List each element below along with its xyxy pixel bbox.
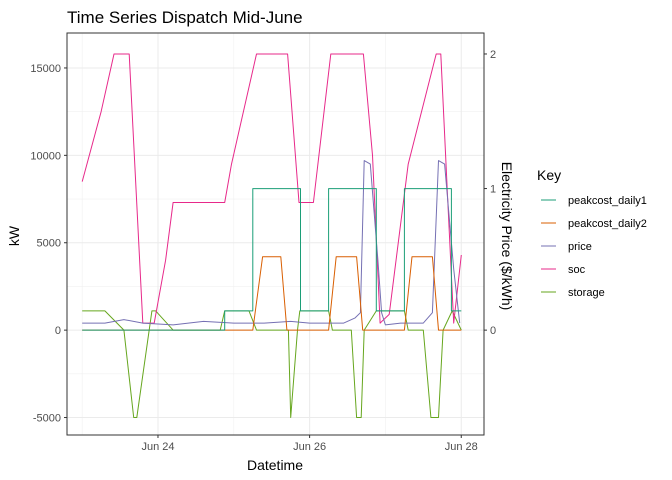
axes: Jun 24 Jun 26 Jun 28 -5000 0 5000 10000 15000 0 1… bbox=[30, 49, 496, 453]
legend-label: peakcost_daily1 bbox=[568, 195, 647, 207]
y-tick-label: 15000 bbox=[30, 63, 61, 75]
x-tick-label: Jun 28 bbox=[445, 441, 478, 453]
legend-label: storage bbox=[568, 287, 605, 299]
y2-tick-label: 2 bbox=[490, 49, 496, 61]
legend-label: price bbox=[568, 241, 592, 253]
legend-label: soc bbox=[568, 264, 586, 276]
y2-tick-label: 0 bbox=[490, 325, 496, 337]
x-tick-label: Jun 24 bbox=[141, 441, 174, 453]
series-line-price bbox=[82, 160, 461, 326]
y-axis-label: kW bbox=[6, 225, 22, 246]
y-tick-label: -5000 bbox=[33, 413, 61, 425]
chart-title: Time Series Dispatch Mid-June bbox=[67, 8, 303, 27]
series-line-peakcost_daily1 bbox=[82, 188, 462, 331]
y-tick-label: 10000 bbox=[30, 150, 61, 162]
legend-label: peakcost_daily2 bbox=[568, 218, 647, 230]
y-tick-label: 5000 bbox=[37, 238, 61, 250]
series-lines bbox=[81, 53, 462, 418]
panel-border bbox=[66, 32, 485, 436]
y-tick-label: 0 bbox=[55, 325, 61, 337]
legend-title: Key bbox=[537, 167, 561, 183]
series-line-peakcost_daily2 bbox=[82, 256, 462, 331]
y2-tick-label: 1 bbox=[490, 184, 496, 196]
x-axis-label: Datetime bbox=[247, 457, 303, 473]
x-tick-label: Jun 26 bbox=[293, 441, 326, 453]
y2-axis-label: Electricity Price ($/kWh) bbox=[499, 162, 515, 311]
